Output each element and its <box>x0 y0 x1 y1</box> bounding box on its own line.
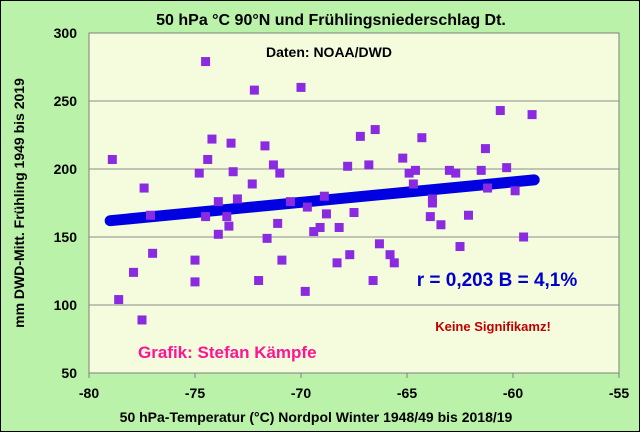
data-point <box>309 227 319 237</box>
x-tick-label: -55 <box>609 385 629 401</box>
data-point <box>201 57 211 67</box>
data-point <box>194 168 204 178</box>
correlation-annotation: r = 0,203 B = 4,1% <box>417 270 578 291</box>
data-point <box>273 218 283 228</box>
data-point <box>190 255 200 265</box>
data-point <box>368 276 378 286</box>
data-point <box>107 154 117 164</box>
data-point <box>398 153 408 163</box>
plot-area <box>89 33 619 373</box>
data-point <box>285 197 295 207</box>
data-point <box>483 183 493 193</box>
data-point <box>417 133 427 143</box>
y-tick-label: 200 <box>54 161 78 177</box>
data-point <box>321 209 331 219</box>
data-point <box>519 232 529 242</box>
data-point <box>480 144 490 154</box>
data-point <box>385 250 395 260</box>
data-point <box>404 168 414 178</box>
y-tick-label: 300 <box>54 25 78 41</box>
data-point <box>436 220 446 230</box>
data-point <box>315 222 325 232</box>
data-point <box>190 277 200 287</box>
data-point <box>370 125 380 135</box>
data-point <box>296 82 306 92</box>
data-point <box>262 233 272 243</box>
data-point <box>213 197 223 207</box>
data-point <box>207 134 217 144</box>
data-point <box>444 165 454 175</box>
data-point <box>249 85 259 95</box>
data-point <box>332 258 342 268</box>
data-point <box>260 141 270 151</box>
data-point <box>425 212 435 222</box>
y-tick-label: 250 <box>54 93 78 109</box>
data-point <box>319 191 329 201</box>
data-point <box>334 222 344 232</box>
credit-annotation: Grafik: Stefan Kämpfe <box>138 343 317 362</box>
data-point <box>374 239 384 249</box>
data-point <box>527 110 537 120</box>
x-tick-label: -80 <box>79 385 99 401</box>
data-point <box>139 183 149 193</box>
data-point <box>495 106 505 116</box>
data-point <box>502 163 512 173</box>
data-point <box>427 198 437 208</box>
data-point <box>364 160 374 170</box>
data-point <box>389 258 399 268</box>
y-axis-label: mm DWD-Mitt. Frühling 1949 bis 2019 <box>11 78 27 328</box>
tick-labels: 50 100 150 200 250 300 -80 -75 -70 -65 -60 -55 <box>54 25 630 401</box>
data-point <box>463 210 473 220</box>
data-point <box>268 160 278 170</box>
x-tick-label: -70 <box>291 385 311 401</box>
data-point <box>455 242 465 252</box>
data-point <box>355 131 365 141</box>
data-point <box>247 179 257 189</box>
data-point <box>349 208 359 218</box>
data-point <box>213 229 223 239</box>
chart-title: 50 hPa °C 90°N und Frühlingsniederschlag… <box>156 12 506 29</box>
data-point <box>302 202 312 212</box>
x-tick-label: -65 <box>397 385 417 401</box>
data-point <box>277 255 287 265</box>
data-point <box>203 154 213 164</box>
data-point <box>137 315 147 325</box>
data-point <box>300 286 310 296</box>
data-point <box>476 165 486 175</box>
data-point <box>222 212 232 222</box>
data-point <box>228 167 238 177</box>
y-tick-label: 150 <box>54 229 78 245</box>
data-point <box>510 186 520 196</box>
source-annotation: Daten: NOAA/DWD <box>266 44 392 60</box>
y-tick-label: 50 <box>61 365 77 381</box>
data-points <box>107 57 537 325</box>
data-point <box>224 221 234 231</box>
plot-border <box>88 32 620 374</box>
data-point <box>254 276 264 286</box>
data-point <box>226 138 236 148</box>
data-point <box>451 168 461 178</box>
data-point <box>275 168 285 178</box>
data-point <box>114 295 124 305</box>
data-point <box>345 250 355 260</box>
x-axis-label: 50 hPa-Temperatur (°C) Nordpol Winter 19… <box>120 409 513 425</box>
data-point <box>145 210 155 220</box>
data-point <box>343 161 353 171</box>
data-point <box>232 194 242 204</box>
significance-annotation: Keine Signifikamz! <box>435 319 551 334</box>
data-point <box>408 179 418 189</box>
data-point <box>410 165 420 175</box>
data-point <box>148 248 158 258</box>
data-point <box>201 212 211 222</box>
x-tick-label: -75 <box>185 385 205 401</box>
y-tick-label: 100 <box>54 297 78 313</box>
data-point <box>129 267 139 277</box>
x-tick-label: -60 <box>503 385 523 401</box>
